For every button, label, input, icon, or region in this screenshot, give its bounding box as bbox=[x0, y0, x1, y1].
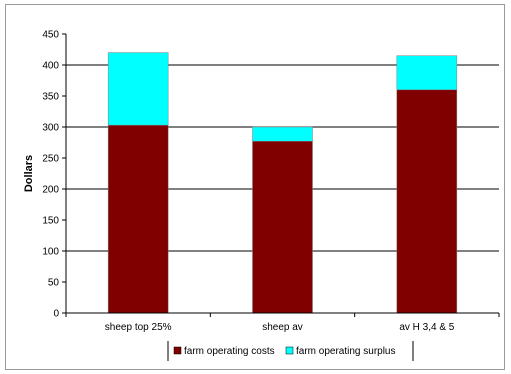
axes: sheep top 25% sheep av av H 3,4 & 5 0 50 100 1… bbox=[42, 30, 500, 333]
y-tick-label: 400 bbox=[42, 61, 59, 72]
x-tick-label: sheep av bbox=[262, 322, 303, 333]
y-tick-label: 50 bbox=[48, 278, 60, 289]
bar-chart: sheep top 25% sheep av av H 3,4 & 5 0 50 100 1… bbox=[23, 30, 500, 361]
bar-segment bbox=[252, 141, 313, 314]
y-tick-label: 100 bbox=[42, 247, 59, 258]
bar-segment bbox=[107, 52, 169, 126]
chart-frame: sheep top 25% sheep av av H 3,4 & 5 0 50 100 1… bbox=[5, 4, 505, 370]
legend-label: farm operating surplus bbox=[296, 346, 396, 357]
y-tick-label: 250 bbox=[42, 154, 59, 165]
legend-swatch bbox=[173, 346, 182, 355]
bars bbox=[107, 52, 458, 314]
legend-swatch bbox=[285, 346, 294, 355]
y-tick-label: 450 bbox=[42, 30, 59, 41]
x-tick-label: sheep top 25% bbox=[105, 322, 172, 333]
x-tick-label: av H 3,4 & 5 bbox=[399, 322, 454, 333]
legend-label: farm operating costs bbox=[184, 346, 275, 357]
y-tick-label: 150 bbox=[42, 216, 59, 227]
bar-segment bbox=[396, 89, 458, 314]
y-tick-label: 200 bbox=[42, 185, 59, 196]
bar-segment bbox=[252, 126, 313, 142]
bar-segment bbox=[396, 55, 458, 91]
y-tick-label: 350 bbox=[42, 92, 59, 103]
y-tick-label: 0 bbox=[53, 309, 59, 320]
bar-segment bbox=[107, 124, 169, 314]
legend: farm operating costs farm operating surpl… bbox=[167, 341, 414, 361]
y-axis-label: Dollars bbox=[23, 155, 35, 192]
y-tick-label: 300 bbox=[42, 123, 59, 134]
